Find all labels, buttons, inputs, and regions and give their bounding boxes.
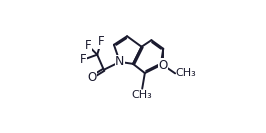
Text: O: O: [159, 59, 168, 72]
Text: CH₃: CH₃: [132, 90, 153, 100]
Text: F: F: [80, 53, 86, 66]
Text: O: O: [87, 71, 96, 84]
Text: CH₃: CH₃: [176, 68, 197, 78]
Text: F: F: [85, 39, 91, 52]
Text: N: N: [115, 55, 124, 68]
Text: F: F: [98, 35, 105, 48]
